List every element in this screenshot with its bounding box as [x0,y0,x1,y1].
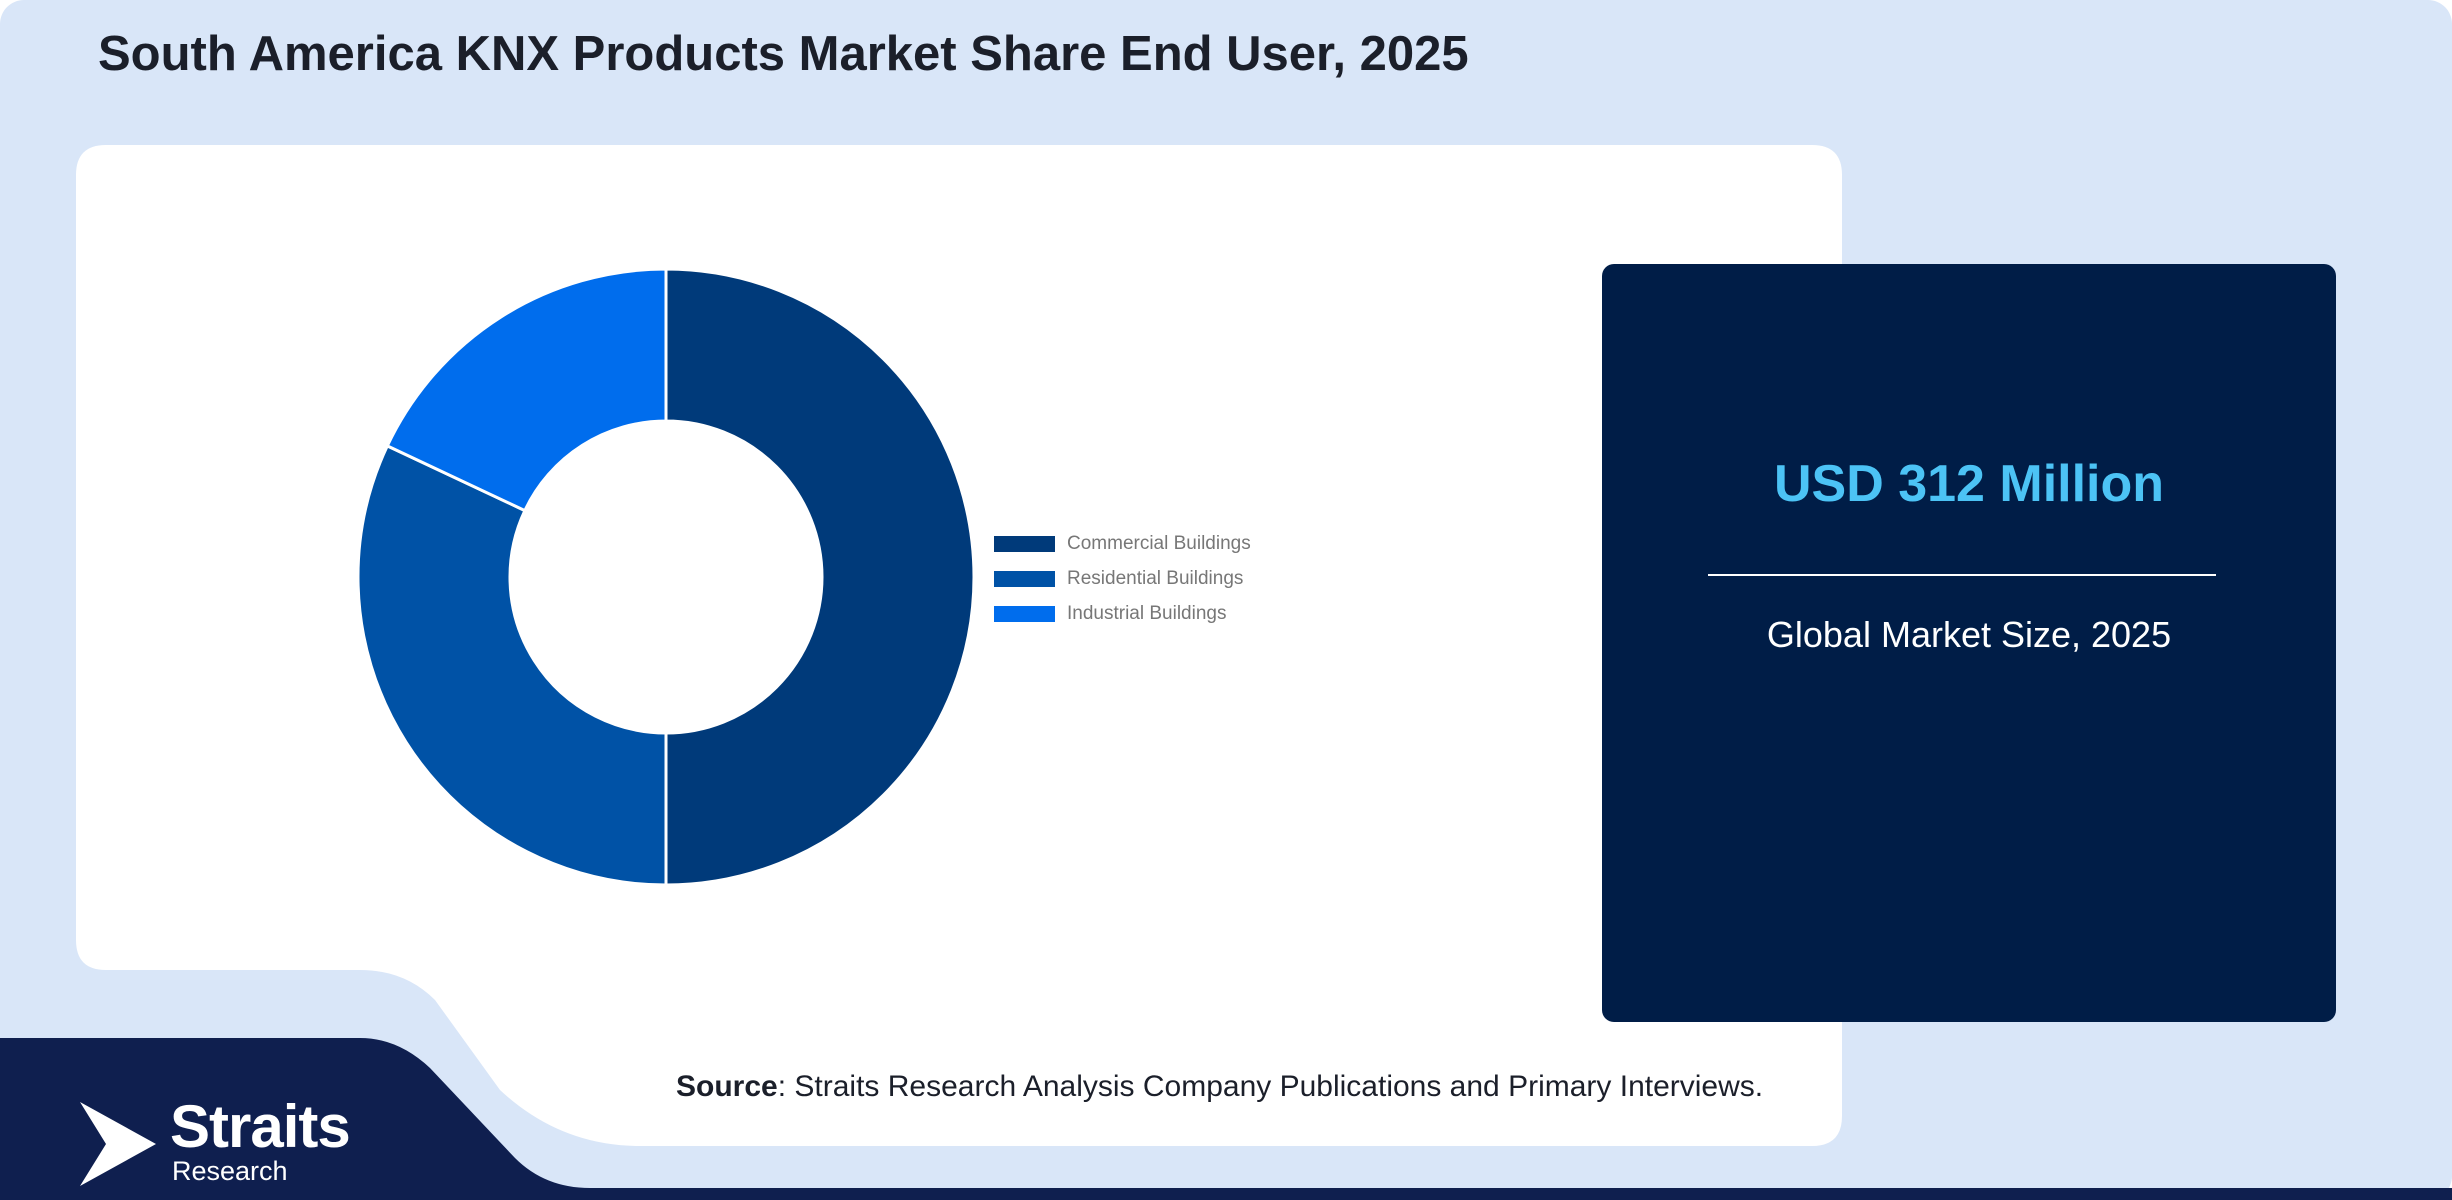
legend-label: Industrial Buildings [1067,602,1227,624]
chart-legend: Commercial Buildings Residential Building… [994,526,1251,631]
source-note: Source: Straits Research Analysis Compan… [676,1070,1763,1104]
footer-band [0,1038,2452,1200]
legend-item: Commercial Buildings [994,526,1251,561]
donut-slice-residential-buildings [356,443,668,887]
legend-swatch [994,535,1055,552]
donut-slice-industrial-buildings [385,267,668,513]
legend-item: Residential Buildings [994,561,1251,596]
chart-title: South America KNX Products Market Share … [98,27,1469,81]
logo-name: Straits [170,1093,351,1160]
market-size-label: Global Market Size, 2025 [1766,614,2172,655]
legend-swatch [994,570,1055,587]
donut-slice-commercial-buildings [664,267,976,887]
legend-label: Commercial Buildings [1067,532,1251,554]
legend-swatch [994,605,1055,622]
market-size-value: USD 312 Million [1773,455,2165,513]
straits-logo: Straits Research [78,1093,398,1190]
market-size-card: USD 312 Million Global Market Size, 2025 [1602,264,2336,1022]
straits-arrow-icon [80,1102,156,1186]
source-prefix: Source [676,1070,778,1103]
legend-item: Industrial Buildings [994,596,1251,631]
legend-label: Residential Buildings [1067,567,1244,589]
donut-chart [356,267,976,887]
logo-subtitle: Research [172,1156,288,1186]
source-text: : Straits Research Analysis Company Publ… [777,1070,1764,1103]
stat-divider [1708,574,2216,576]
